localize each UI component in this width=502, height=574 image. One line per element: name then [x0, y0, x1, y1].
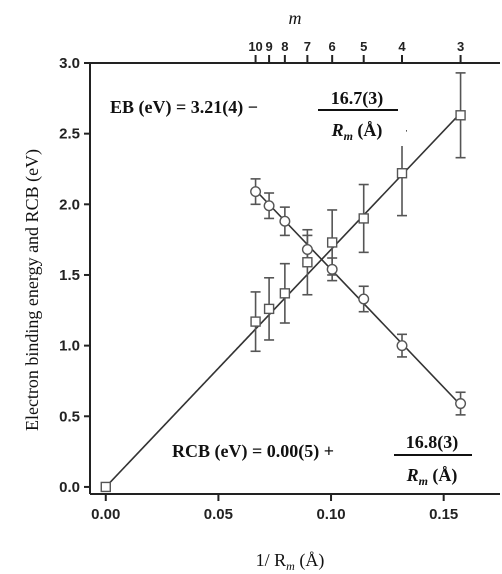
rcb-equation: RCB (eV) = 0.00(5) + 16.8(3) Rm (Å) [170, 428, 480, 490]
top-tick-label: 9 [265, 39, 272, 54]
x-tick-label: 0.10 [316, 506, 345, 523]
rcb-equation-numerator: 16.8(3) [406, 432, 459, 453]
rcb-equation-background [170, 428, 480, 490]
x-tick-label: 0.05 [204, 506, 233, 523]
top-tick-label: 4 [398, 39, 406, 54]
rcb-data-point [279, 288, 291, 299]
rcb-data-point [326, 237, 338, 248]
top-tick-label: 7 [304, 39, 311, 54]
eb-data-point [455, 398, 467, 410]
x-axis-title: 1/ Rm (Å) [256, 550, 325, 573]
x-axis-ticks: 0.00 0.05 0.10 0.15 [91, 494, 458, 523]
x-tick-label: 0.00 [91, 506, 120, 523]
eb-equation-denominator: Rm (Å) [331, 120, 383, 143]
eb-data-point [358, 293, 370, 305]
eb-data-point [263, 200, 275, 212]
y-tick-label: 2.5 [59, 126, 80, 143]
eb-data-point [279, 215, 291, 227]
rcb-data-point [100, 481, 111, 493]
rcb-data-point [455, 110, 466, 121]
top-axis-ticks: 10 9 8 7 6 5 4 3 [248, 39, 464, 63]
rcb-data-point [302, 257, 313, 268]
y-tick-label: 3.0 [59, 55, 80, 72]
y-tick-label: 1.5 [59, 267, 80, 284]
rcb-den-var: R [406, 465, 419, 485]
rcb-data-point [263, 303, 275, 315]
eb-equation: EB (eV) = 3.21(4) − 16.7(3) Rm (Å) [106, 84, 406, 146]
top-axis-label: m [289, 8, 302, 28]
eb-fit-line [254, 189, 462, 406]
eb-den-unit: (Å) [353, 120, 383, 141]
x-axis-title-unit: (Å) [295, 550, 325, 571]
top-tick-label: 8 [281, 39, 288, 54]
eb-equation-lhs: EB (eV) = 3.21(4) − [110, 97, 258, 118]
x-tick-label: 0.15 [429, 506, 458, 523]
y-tick-label: 1.0 [59, 338, 80, 355]
eb-data-point [326, 263, 338, 275]
y-tick-label: 0.0 [59, 479, 80, 496]
eb-equation-background [106, 84, 406, 146]
rcb-equation-denominator: Rm (Å) [406, 465, 458, 488]
data-markers [100, 110, 467, 493]
x-axis-title-main: 1/ R [256, 550, 287, 570]
rcb-data-point [250, 316, 261, 327]
x-axis-title-sub: m [286, 559, 295, 573]
y-axis-ticks: 0.0 0.5 1.0 1.5 2.0 2.5 3.0 [59, 55, 90, 496]
eb-data-point [301, 244, 313, 256]
top-tick-label: 6 [329, 39, 336, 54]
rcb-den-unit: (Å) [428, 465, 458, 486]
y-axis-title: Electron binding energy and RCB (eV) [22, 149, 43, 431]
rcb-den-sub: m [419, 474, 428, 488]
top-tick-label: 5 [360, 39, 367, 54]
plot-frame [89, 62, 500, 495]
rcb-data-point [396, 168, 408, 179]
top-tick-label: 3 [457, 39, 464, 54]
rcb-equation-lhs: RCB (eV) = 0.00(5) + [172, 441, 334, 462]
eb-equation-numerator: 16.7(3) [331, 88, 384, 109]
rcb-data-point [358, 213, 369, 224]
eb-data-point [250, 186, 262, 198]
y-tick-label: 0.5 [59, 408, 80, 425]
eb-den-sub: m [344, 129, 353, 143]
eb-den-var: R [331, 120, 344, 140]
top-tick-label: 10 [248, 39, 262, 54]
y-tick-label: 2.0 [59, 196, 80, 213]
eb-data-point [396, 340, 408, 352]
